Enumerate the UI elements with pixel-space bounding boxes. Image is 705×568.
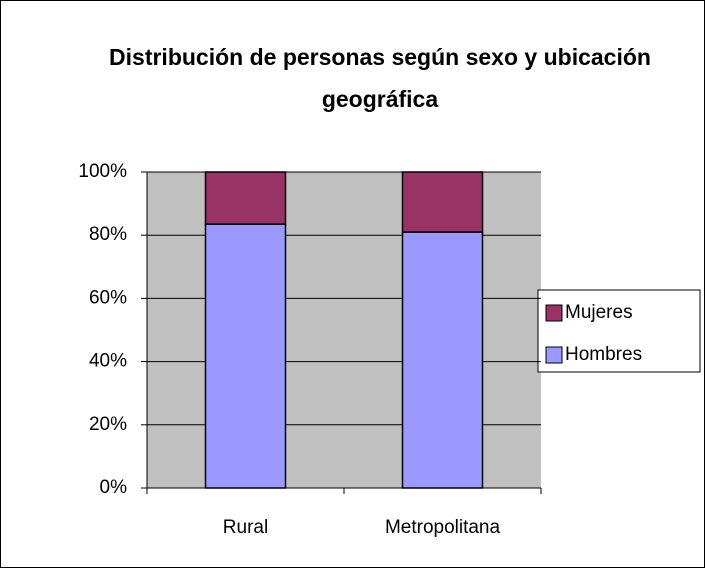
bar-segment	[204, 223, 287, 489]
legend-swatch	[545, 304, 563, 322]
y-tick-label: 80%	[89, 224, 127, 245]
bar-segment	[401, 231, 484, 489]
x-tick-label: Metropolitana	[385, 517, 501, 538]
legend-swatch	[545, 346, 563, 364]
chart-title: Distribución de personas según sexo y ub…	[109, 44, 651, 112]
legend-box	[537, 289, 701, 373]
y-tick-label: 100%	[78, 161, 127, 182]
y-tick-label: 40%	[89, 351, 127, 372]
bar-segment	[204, 171, 287, 225]
x-tick-label: Rural	[223, 517, 268, 538]
y-tick-label: 60%	[89, 287, 127, 308]
y-tick-label: 20%	[89, 414, 127, 435]
y-tick-label: 0%	[100, 477, 128, 498]
legend-label: Hombres	[565, 344, 642, 365]
bar-segment	[401, 171, 484, 233]
legend-label: Mujeres	[565, 302, 633, 323]
